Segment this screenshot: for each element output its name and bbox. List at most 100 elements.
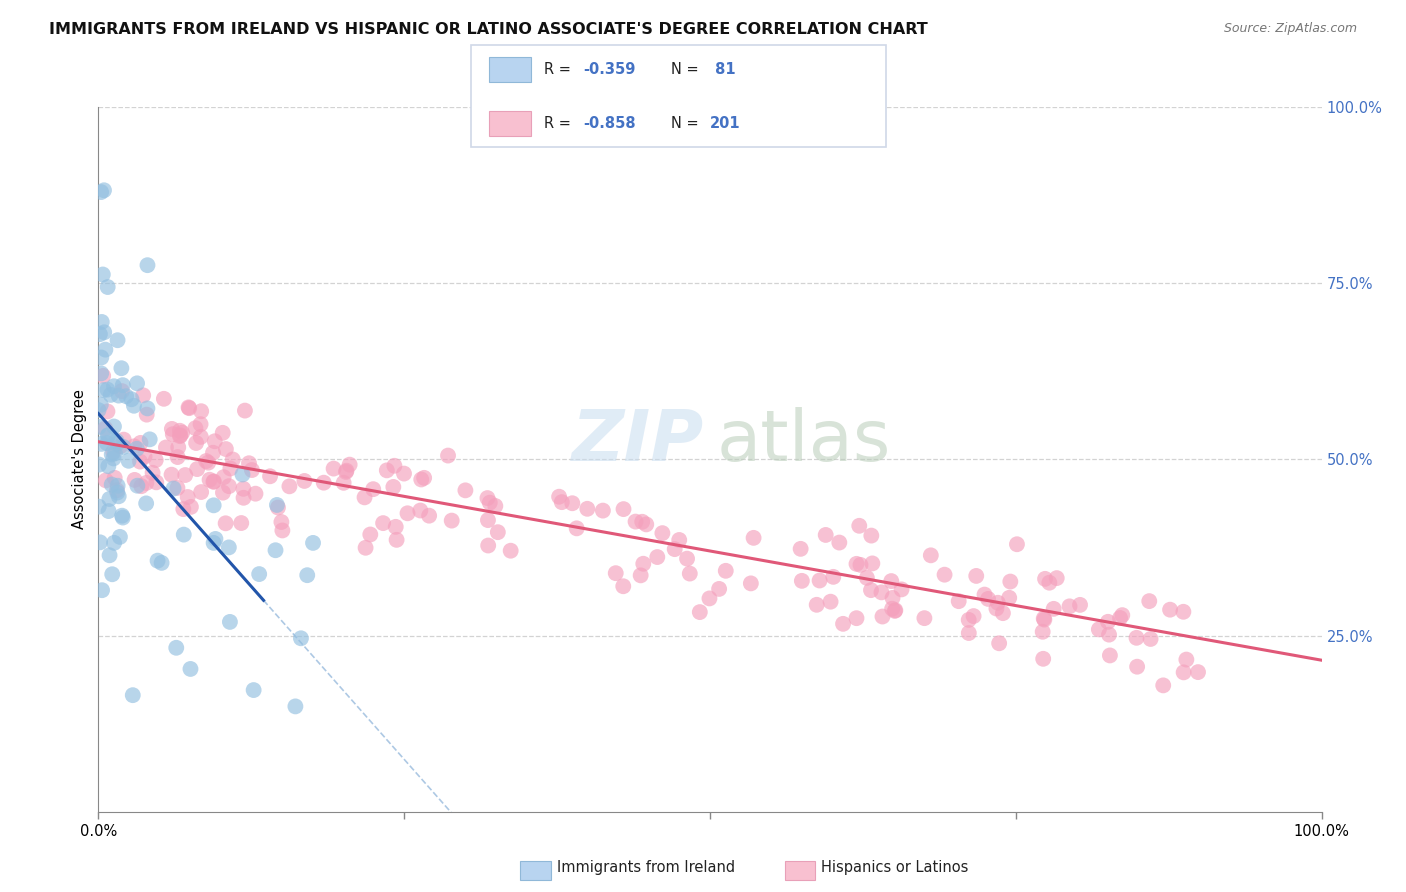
Point: [160, 422, 183, 436]
Point: [872, 609, 894, 624]
Point: [912, 611, 935, 625]
Point: [179, 401, 201, 416]
Point: [689, 605, 711, 619]
Point: [1042, 602, 1064, 616]
Point: [986, 601, 1008, 615]
Point: [359, 527, 381, 541]
Point: [91, 583, 114, 598]
Point: [1098, 627, 1121, 641]
Text: N =: N =: [671, 62, 703, 77]
Point: [740, 576, 762, 591]
Text: IMMIGRANTS FROM IRELAND VS HISPANIC OR LATINO ASSOCIATE'S DEGREE CORRELATION CHA: IMMIGRANTS FROM IRELAND VS HISPANIC OR L…: [49, 22, 928, 37]
Point: [111, 510, 134, 524]
Point: [103, 379, 125, 393]
Point: [1032, 611, 1054, 625]
Point: [98, 549, 121, 563]
Point: [211, 425, 233, 440]
Point: [1032, 652, 1054, 666]
Point: [1069, 598, 1091, 612]
Point: [136, 258, 159, 272]
Point: [384, 520, 406, 534]
Point: [860, 557, 883, 571]
Point: [98, 491, 121, 506]
Point: [742, 531, 765, 545]
Point: [440, 514, 463, 528]
Point: [884, 603, 907, 617]
Point: [413, 471, 436, 485]
Point: [267, 500, 290, 515]
Point: [90, 367, 112, 381]
Point: [202, 536, 225, 550]
Point: [1046, 571, 1069, 585]
Point: [1000, 574, 1022, 589]
Point: [1137, 594, 1160, 608]
Point: [437, 449, 460, 463]
Point: [97, 459, 120, 474]
Point: [219, 461, 242, 475]
Point: [312, 475, 335, 490]
Point: [957, 626, 980, 640]
Point: [882, 591, 904, 605]
Point: [707, 582, 730, 596]
Point: [176, 490, 198, 504]
Point: [153, 392, 176, 406]
Point: [477, 491, 499, 505]
Point: [122, 399, 145, 413]
Point: [870, 585, 893, 599]
Point: [222, 452, 245, 467]
Point: [231, 516, 253, 530]
Point: [132, 388, 155, 402]
Point: [169, 424, 191, 438]
Point: [820, 595, 842, 609]
Point: [814, 528, 837, 542]
Point: [104, 446, 127, 460]
Point: [411, 473, 433, 487]
Y-axis label: Associate's Degree: Associate's Degree: [72, 390, 87, 529]
Point: [856, 571, 879, 585]
Point: [890, 582, 912, 597]
Point: [605, 566, 627, 581]
Point: [127, 479, 149, 493]
Point: [174, 468, 197, 483]
Point: [204, 532, 226, 546]
Point: [664, 542, 686, 557]
Point: [297, 568, 319, 582]
Point: [284, 699, 307, 714]
Point: [880, 574, 903, 588]
Point: [651, 526, 673, 541]
Point: [232, 491, 254, 505]
Point: [1111, 608, 1133, 623]
Point: [1187, 665, 1209, 679]
Point: [808, 574, 831, 588]
Point: [375, 463, 398, 477]
Point: [218, 541, 240, 555]
Point: [1175, 652, 1198, 666]
Point: [190, 485, 212, 500]
Point: [131, 479, 153, 493]
Point: [195, 454, 218, 468]
Point: [124, 473, 146, 487]
Point: [576, 501, 599, 516]
Point: [89, 535, 111, 549]
Point: [962, 609, 984, 624]
Point: [91, 368, 114, 383]
Point: [100, 477, 122, 491]
Point: [548, 490, 571, 504]
Point: [920, 549, 942, 563]
Point: [173, 527, 195, 541]
Point: [162, 427, 184, 442]
Point: [96, 404, 118, 418]
Point: [832, 616, 855, 631]
Point: [353, 491, 375, 505]
Point: [302, 536, 325, 550]
Point: [166, 450, 188, 464]
Point: [806, 598, 828, 612]
Point: [103, 451, 125, 466]
Point: [294, 474, 316, 488]
Point: [180, 500, 202, 514]
Point: [988, 636, 1011, 650]
Point: [111, 508, 134, 523]
Point: [392, 467, 415, 481]
Point: [354, 541, 377, 555]
Point: [100, 388, 122, 402]
